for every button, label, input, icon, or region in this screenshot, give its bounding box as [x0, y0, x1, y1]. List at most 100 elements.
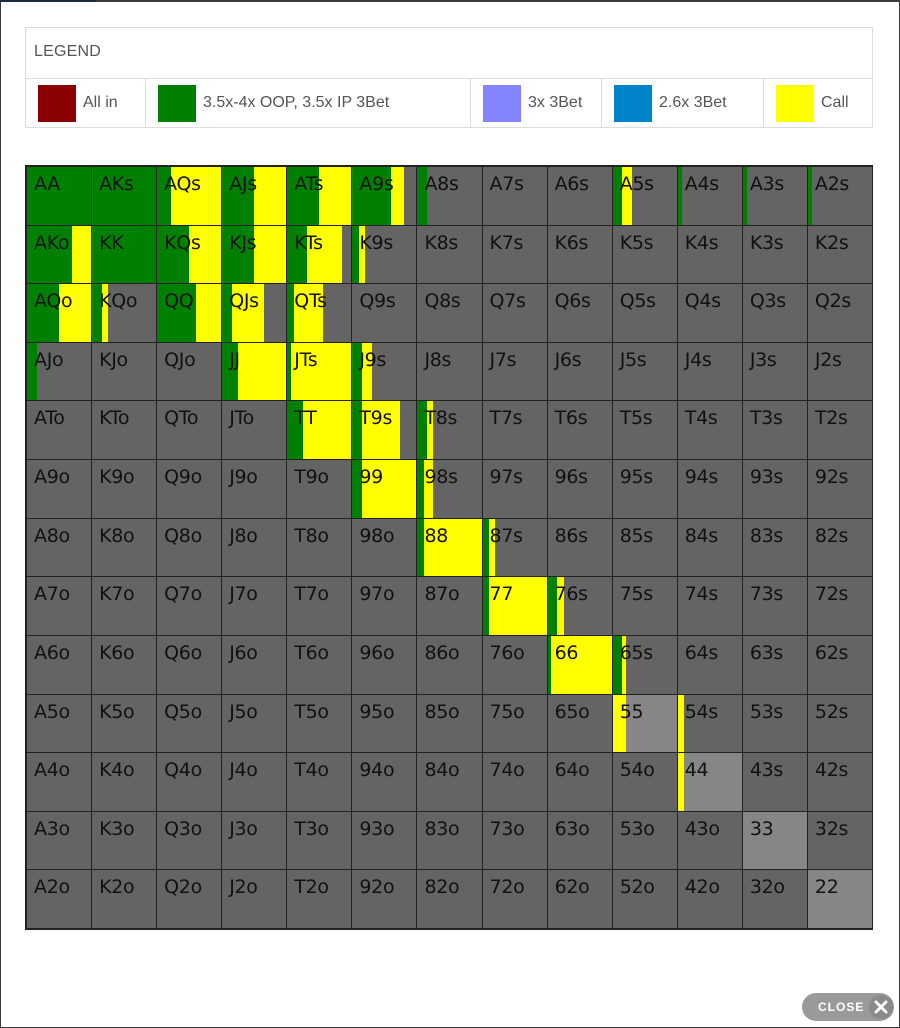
fold-segment	[287, 460, 352, 518]
hand-cell: 42s	[807, 753, 873, 812]
hand-cell-fill	[287, 577, 352, 635]
raise-segment	[677, 167, 682, 225]
hand-cell: J3s	[742, 342, 808, 402]
hand-cell-fill	[547, 342, 612, 401]
hand-cell: 53s	[742, 694, 808, 754]
hand-cell: T6o	[287, 635, 353, 695]
hand-label: K2s	[814, 231, 849, 254]
fold-segment	[222, 635, 287, 694]
hand-cell-fill	[92, 225, 157, 284]
hand-label: 95s	[619, 466, 653, 489]
hand-cell: 83s	[742, 518, 808, 578]
raise-segment	[547, 635, 551, 694]
fold-segment	[482, 225, 547, 284]
hand-cell: 83o	[417, 811, 483, 871]
hand-label: 43o	[684, 817, 720, 840]
hand-label: J7o	[229, 583, 258, 606]
hand-cell-fill	[27, 225, 92, 284]
hand-cell-fill	[807, 753, 872, 811]
hand-cell-fill	[222, 225, 287, 284]
hand-cell: T2o	[287, 870, 353, 929]
hand-cell-fill	[677, 577, 742, 635]
call-segment	[59, 284, 92, 342]
hand-cell: 85s	[612, 518, 678, 578]
hand-cell-fill	[27, 870, 92, 928]
hand-cell-fill	[677, 401, 742, 460]
hand-cell: 65s	[612, 635, 678, 695]
hand-cell-fill	[287, 635, 352, 694]
hand-cell-fill	[547, 284, 612, 342]
fold-segment	[677, 284, 742, 342]
raise-segment	[417, 518, 424, 577]
hand-cell: 82s	[807, 518, 873, 578]
hand-cell-fill	[27, 518, 92, 577]
fold-segment	[222, 577, 287, 635]
call-segment	[677, 694, 685, 753]
hand-label: KTs	[294, 231, 323, 254]
call-segment	[254, 167, 287, 225]
legend-item-call: Call	[764, 79, 872, 128]
fold-segment	[612, 577, 677, 635]
fold-segment	[677, 870, 742, 928]
hand-label: A8o	[34, 524, 70, 547]
hand-cell: A9o	[27, 460, 93, 519]
hand-label: T7s	[489, 407, 523, 430]
hand-cell-fill	[807, 225, 872, 284]
fold-segment	[400, 401, 417, 460]
hand-label: T4o	[294, 759, 329, 782]
hand-cell: 87s	[482, 518, 548, 578]
hand-label: AA	[34, 173, 60, 195]
hand-cell: AKs	[92, 167, 158, 226]
hand-cell: 94o	[352, 753, 418, 812]
hand-cell: A3s	[742, 167, 808, 226]
hand-label: ATs	[294, 173, 324, 195]
fold-segment	[222, 694, 287, 753]
hand-label: 53s	[749, 700, 784, 723]
hand-cell-fill	[417, 870, 482, 928]
hand-label: KTo	[99, 407, 130, 430]
hand-label: Q6o	[164, 641, 202, 664]
hand-cell: K7o	[92, 577, 158, 636]
hand-cell-fill	[27, 401, 92, 460]
hand-cell: A2s	[807, 167, 873, 226]
hand-cell-fill	[92, 577, 157, 635]
hand-cell-fill	[807, 284, 872, 342]
hand-cell: 32s	[807, 811, 873, 871]
hand-cell-fill	[612, 460, 677, 518]
hand-cell-fill	[27, 460, 92, 518]
fold-segment	[677, 401, 742, 460]
hand-cell: T9s	[352, 401, 418, 461]
hand-cell-fill	[612, 167, 677, 225]
hand-cell-fill	[417, 401, 482, 460]
hand-label: Q4o	[164, 759, 202, 782]
hand-cell: 33	[742, 811, 808, 871]
hand-cell: K2s	[807, 225, 873, 285]
hand-label: T9o	[294, 466, 329, 489]
hand-label: A4s	[684, 173, 719, 195]
raise-segment	[417, 460, 424, 518]
hand-cell: QTs	[287, 284, 353, 343]
hand-cell-fill	[547, 635, 612, 694]
hand-cell: T3s	[742, 401, 808, 461]
raise-segment	[222, 225, 255, 284]
hand-label: 96s	[554, 466, 588, 489]
hand-cell-fill	[27, 342, 92, 401]
hand-cell-fill	[157, 635, 222, 694]
hand-cell: Q3s	[742, 284, 808, 343]
call-segment	[622, 635, 626, 694]
hand-cell-fill	[222, 870, 287, 928]
fold-segment	[157, 811, 222, 870]
hand-cell: AA	[27, 167, 93, 226]
hand-cell-fill	[222, 753, 287, 811]
hand-label: 62o	[554, 876, 590, 899]
hand-cell-fill	[92, 167, 157, 225]
fold-segment	[482, 401, 547, 460]
hand-cell: 62s	[807, 635, 873, 695]
hand-cell: A4o	[27, 753, 93, 812]
hand-cell-fill	[807, 870, 872, 928]
hand-label: A3s	[749, 173, 784, 195]
close-button[interactable]: CLOSE	[802, 993, 894, 1021]
hand-cell: A6s	[547, 167, 613, 226]
hand-label: 32o	[749, 876, 785, 899]
hand-cell: 77	[482, 577, 548, 636]
